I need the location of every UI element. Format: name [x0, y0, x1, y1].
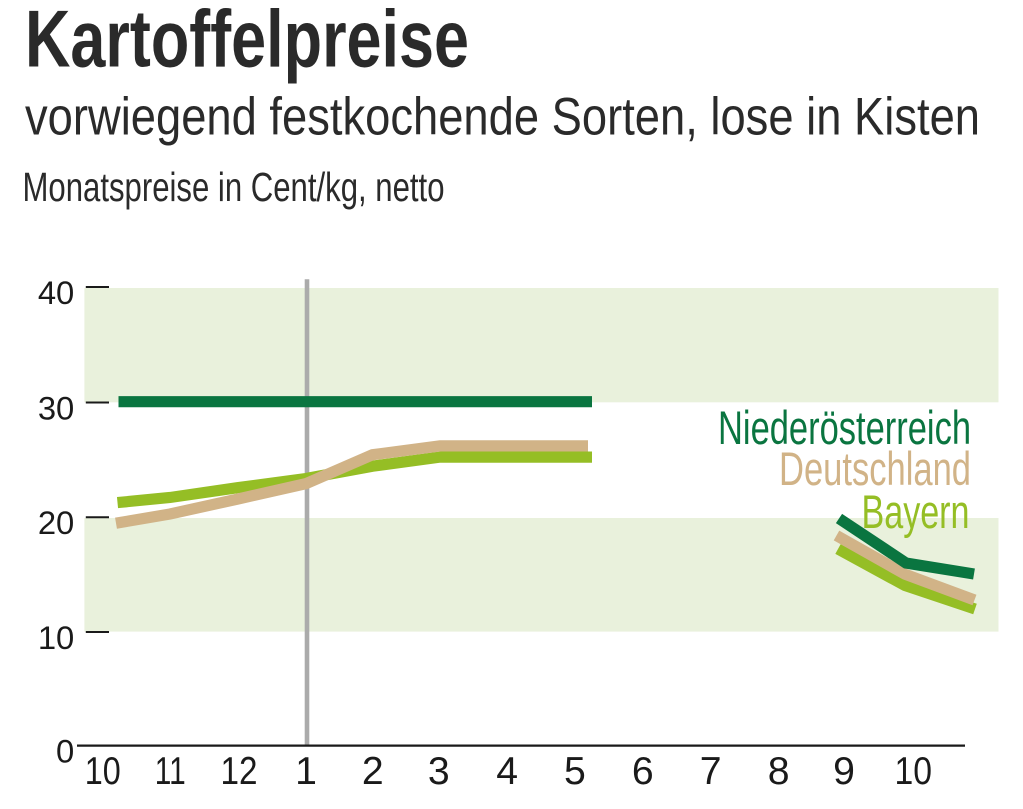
svg-text:vorwiegend festkochende Sorten: vorwiegend festkochende Sorten, lose in … [25, 88, 980, 147]
svg-text:12: 12 [221, 750, 258, 793]
svg-text:2: 2 [362, 750, 384, 793]
svg-text:4: 4 [496, 750, 518, 793]
svg-text:1: 1 [295, 750, 317, 793]
svg-text:0: 0 [56, 732, 74, 769]
svg-text:10: 10 [895, 750, 933, 793]
svg-text:40: 40 [38, 274, 74, 311]
svg-text:9: 9 [833, 750, 855, 793]
svg-text:7: 7 [700, 750, 722, 793]
svg-text:10: 10 [38, 619, 74, 656]
svg-text:Bayern: Bayern [862, 486, 970, 539]
svg-text:8: 8 [768, 750, 790, 793]
svg-text:20: 20 [38, 504, 74, 541]
svg-text:11: 11 [155, 750, 186, 793]
svg-text:5: 5 [564, 750, 586, 793]
svg-text:6: 6 [632, 750, 654, 793]
svg-text:10: 10 [85, 750, 121, 793]
svg-text:Deutschland: Deutschland [779, 443, 971, 496]
svg-text:Kartoffelpreise: Kartoffelpreise [25, 0, 469, 85]
svg-text:Monatspreise in Cent/kg, netto: Monatspreise in Cent/kg, netto [23, 164, 445, 210]
svg-text:3: 3 [428, 750, 450, 793]
svg-text:30: 30 [38, 389, 74, 426]
svg-text:Niederösterreich: Niederösterreich [718, 402, 971, 455]
